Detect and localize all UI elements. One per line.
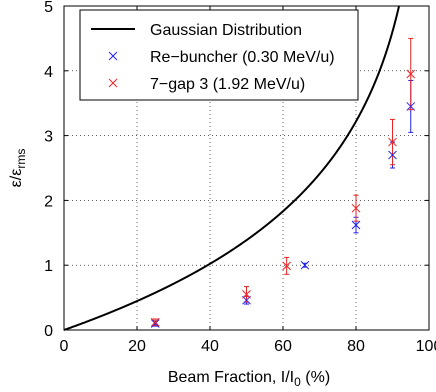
legend-marker-7gap3 <box>108 78 118 88</box>
x-tick-label: 80 <box>347 338 365 355</box>
y-tick-label: 5 <box>44 0 53 16</box>
y-axis-label: ε/εrms <box>8 149 28 188</box>
rebuncher-point-stroke-b <box>351 220 361 230</box>
x-tick-label: 0 <box>60 338 69 355</box>
seven-gap-point <box>406 69 416 79</box>
gaussian-curve <box>63 5 401 331</box>
legend-box <box>79 9 359 101</box>
rebuncher-point-stroke-b <box>150 319 160 328</box>
rebuncher-point-stroke-b <box>406 102 416 111</box>
tick-labels: 0 20 40 60 80 100 0 1 2 3 4 5 <box>44 0 436 355</box>
rebuncher-point <box>150 319 160 328</box>
seven-gap-point <box>388 137 397 147</box>
legend-marker-rebuncher <box>108 51 118 61</box>
y-tick-label: 1 <box>44 258 53 275</box>
x-tick-label: 20 <box>128 338 146 355</box>
x-tick-label: 40 <box>201 338 219 355</box>
seven-gap-point-stroke-b <box>388 137 397 147</box>
legend-label-rebuncher: Re−buncher (0.30 MeV/u) <box>150 49 335 66</box>
y-tick-label: 2 <box>44 193 53 210</box>
rebuncher-point <box>300 260 310 270</box>
x-axis-label-subscript: 0 <box>294 375 301 389</box>
axes-frame <box>63 5 430 331</box>
rebuncher-point <box>406 102 416 111</box>
rebuncher-point-stroke-b <box>388 150 397 160</box>
rebuncher-point <box>388 150 397 160</box>
legend-label-7gap3: 7−gap 3 (1.92 MeV/u) <box>150 76 305 93</box>
seven-gap-point <box>351 203 361 213</box>
curve-layer <box>63 5 401 331</box>
legend: Gaussian Distribution Re−buncher (0.30 M… <box>79 9 359 101</box>
rebuncher-point <box>351 220 361 230</box>
seven-gap-point-stroke-b <box>150 317 160 327</box>
y-tick-label: 4 <box>44 64 53 81</box>
data-markers <box>150 69 416 328</box>
legend-x-7gap3-stroke-b <box>108 78 118 88</box>
x-tick-label: 60 <box>274 338 292 355</box>
seven-gap-point <box>242 290 251 299</box>
x-axis-label: Beam Fraction, I/I0 (%) <box>168 369 330 389</box>
legend-label-gaussian: Gaussian Distribution <box>150 22 302 39</box>
axis-ticks <box>63 5 430 331</box>
y-tick-label: 3 <box>44 129 53 146</box>
legend-x-rebuncher <box>108 51 118 61</box>
x-axis-label-unit: (%) <box>301 369 330 386</box>
y-tick-label: 0 <box>44 323 53 340</box>
x-tick-label: 100 <box>416 338 436 355</box>
seven-gap-point <box>150 317 160 327</box>
y-axis-label-subscript: rms <box>14 149 28 169</box>
seven-gap-point <box>282 261 292 271</box>
seven-gap-point-stroke-b <box>242 290 251 299</box>
rebuncher-point-stroke-b <box>300 260 310 270</box>
legend-x-7gap3 <box>108 78 118 88</box>
legend-x-rebuncher-stroke-b <box>108 51 118 61</box>
seven-gap-point-stroke-b <box>406 69 416 79</box>
seven-gap-point-stroke-b <box>282 261 292 271</box>
seven-gap-point-stroke-b <box>351 203 361 213</box>
